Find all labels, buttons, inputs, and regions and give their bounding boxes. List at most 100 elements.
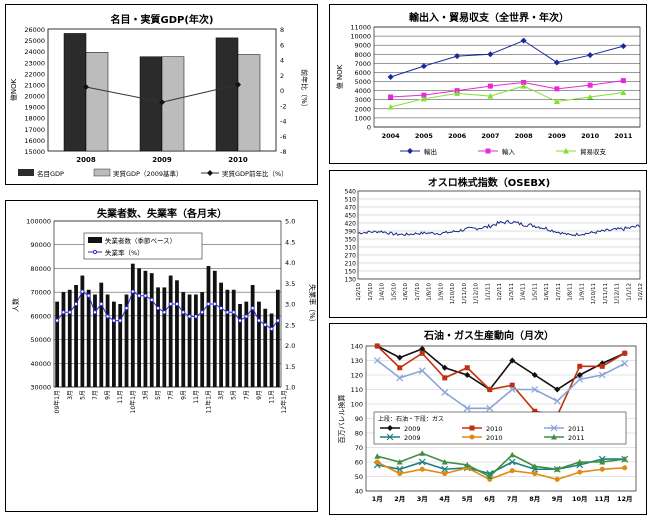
x-tick-label: 2009 [548,132,567,140]
unemp-rate-point [55,318,60,323]
unemp-rate-point [137,293,142,298]
unemployed-bar [275,289,280,387]
data-point [420,63,427,70]
unemp-rate-point [263,322,268,327]
unemp-rate-point [86,293,91,298]
x-tick-label: 2008 [76,156,96,164]
y2-tick-label: -4 [280,118,286,126]
y-tick-label: 80 [355,430,363,438]
unemp-rate-point [256,318,261,323]
x-tick-label: 1/2/12 [638,283,644,301]
unemp-rate-point [80,289,85,294]
legend-marker [386,433,394,441]
data-point [419,345,426,352]
y2-tick-label: 4 [280,57,284,65]
x-tick-label: 2011 [614,132,633,140]
series-line [376,345,626,417]
data-point [509,468,515,474]
unemp-rate-point [250,306,255,311]
y-tick-label: 8000 [354,51,371,59]
plot-area [365,345,637,492]
y-tick-label: 130 [351,357,363,365]
data-point [620,78,626,84]
x-tick-label: 1/3/10 [368,282,374,300]
y-tick-label: 21000 [24,81,45,89]
y2-axis-label: 前年比（%） [300,69,309,111]
x-tick-label: 1/7/11 [556,283,562,301]
y-tick-label: 0 [367,124,371,132]
x-tick-label: 1/2/10 [356,282,362,300]
unemployed-bar [93,294,97,387]
data-point [508,386,516,393]
oilgas-chart: 石油・ガス生産動向（月次） 40 50 60 70 80 90 100 110 120 130 14… [337,329,637,503]
legend-marker [407,148,413,154]
x-tick-label: 11年1月 [204,390,212,413]
data-point [463,404,471,412]
y2-tick-label: 3.0 [285,301,295,309]
x-tick-label: 5月 [462,495,473,503]
unemp-rate-point [244,314,249,319]
x-tick-label: 1/11/10 [462,283,468,305]
legend-marker [469,425,475,431]
gdp-chart: 名目・実質GDP(年次) 150001600017000180001900020… [9,13,309,178]
x-tick-label: 1/6/11 [544,283,550,301]
x-tick-label: 11月 [193,390,200,404]
legend-swatch [93,168,111,177]
x-tick-label: 1/8/11 [568,283,574,301]
x-tick-label: 9月 [180,390,187,400]
unemployed-bar [193,294,198,387]
x-tick-label: 1/1/11 [485,283,491,301]
bar-real-gdp [237,54,261,152]
data-point [419,350,425,356]
unemp-rate-point [99,302,104,307]
x-tick-label: 11月 [594,495,610,503]
y-tick-label: 450 [345,213,357,220]
unemp-rate-point [225,310,230,315]
data-point [509,382,515,388]
data-point [387,104,394,110]
series-line [377,452,625,478]
x-tick-label: 2004 [382,132,401,140]
unemp-rate-point [187,314,192,319]
series-line [390,85,624,108]
legend-label: 名目GDP [37,169,64,178]
series-line [376,345,626,391]
legend-label: 輸入 [502,147,516,156]
unemployed-bar [156,287,160,387]
y2-tick-label: 4.0 [285,259,295,267]
x-tick-label: 7月 [92,390,99,400]
x-tick-label: 2006 [448,132,467,140]
unemp-rate-point [143,293,148,298]
x-tick-label: 1月 [372,495,383,503]
unemployed-bar [118,304,123,387]
unemployed-bar [187,294,192,387]
y-tick-label: 20000 [24,93,45,101]
x-tick-label: 3月 [417,495,428,503]
data-point [464,461,471,468]
unemployed-bar [231,289,236,387]
unemployed-bar [175,280,179,387]
y-tick-label: 9000 [354,42,371,50]
unemployed-bar [257,301,261,387]
legend-label: 貿易収支 [580,147,607,156]
growth-point [235,81,241,88]
data-point [553,98,560,105]
y2-tick-label: 3.5 [285,280,295,288]
x-tick-label: 11月 [117,390,124,404]
plot-area [357,190,641,280]
unemp-rate-point [269,326,274,331]
y-tick-label: 90 [355,415,363,423]
legend-label: 2009 [404,425,421,433]
y-tick-label: 350 [345,237,357,244]
x-tick-label: 1/9/11 [579,283,585,301]
x-tick-label: 1/9/10 [438,282,444,300]
data-point [553,59,560,66]
data-point [419,450,426,456]
y-tick-label: 24000 [24,48,45,56]
data-point [620,89,627,95]
data-point [531,463,538,469]
y-tick-label: 70000 [30,289,51,297]
y-tick-label: 390 [345,229,357,236]
x-tick-label: 3月 [142,390,149,400]
plot-area [373,26,641,128]
